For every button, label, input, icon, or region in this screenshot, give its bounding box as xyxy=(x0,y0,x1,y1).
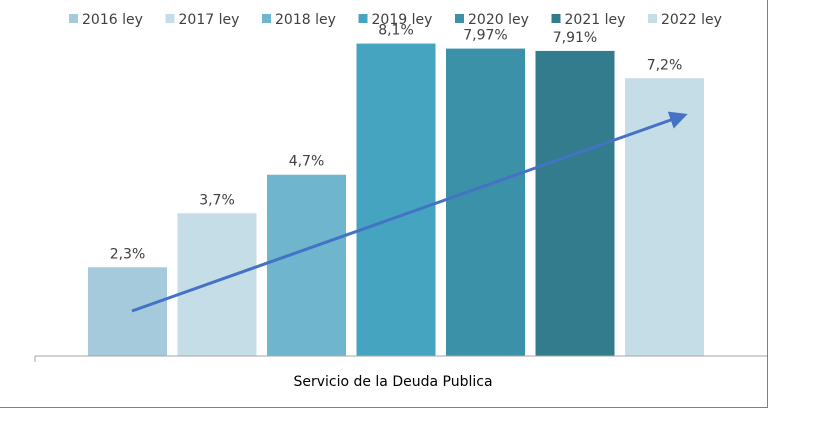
bars: 2,3% 3,7% 4,7% 8,1% 7,97% 7,91% 7,2% xyxy=(88,23,704,357)
legend-swatch-2018-ley xyxy=(262,14,271,23)
legend-label-2017-ley: 2017 ley xyxy=(179,12,240,28)
legend-label-2022-ley: 2022 ley xyxy=(661,12,722,28)
legend-label-2021-ley: 2021 ley xyxy=(565,12,626,28)
bar-2020-ley xyxy=(446,48,525,356)
legend-swatch-2017-ley xyxy=(165,14,175,23)
legend: 2016 ley 2017 ley 2018 ley 2019 ley 2020 ley… xyxy=(69,12,722,28)
bar-chart: 2016 ley 2017 ley 2018 ley 2019 ley 2020 ley… xyxy=(34,12,767,390)
bar-2017-ley xyxy=(177,213,257,356)
value-label-2016-ley: 2,3% xyxy=(110,246,146,262)
value-label-2022-ley: 7,2% xyxy=(647,57,683,73)
legend-label-2020-ley: 2020 ley xyxy=(468,12,529,28)
chart-frame: 2016 ley 2017 ley 2018 ley 2019 ley 2020 ley… xyxy=(0,0,768,408)
bar-2018-ley xyxy=(267,174,346,356)
legend-label-2018-ley: 2018 ley xyxy=(275,12,336,28)
legend-swatch-2019-ley xyxy=(358,14,368,23)
bar-2022-ley xyxy=(625,78,704,357)
value-label-2020-ley: 7,97% xyxy=(463,28,507,44)
legend-label-2016-ley: 2016 ley xyxy=(82,12,143,28)
legend-swatch-2021-ley xyxy=(551,14,561,23)
bar-2021-ley xyxy=(535,50,615,357)
legend-swatch-2022-ley xyxy=(648,14,657,23)
value-label-2017-ley: 3,7% xyxy=(199,192,235,208)
value-label-2018-ley: 4,7% xyxy=(289,154,325,170)
legend-swatch-2020-ley xyxy=(455,14,464,23)
bar-2019-ley xyxy=(356,43,436,356)
value-label-2021-ley: 7,91% xyxy=(553,30,597,46)
legend-swatch-2016-ley xyxy=(69,14,78,23)
bar-2016-ley xyxy=(88,267,167,356)
value-label-2019-ley: 8,1% xyxy=(378,23,414,39)
trend-arrow xyxy=(131,111,688,313)
legend-label-2019-ley: 2019 ley xyxy=(372,12,433,28)
x-category-label: Servicio de la Deuda Publica xyxy=(293,374,492,390)
